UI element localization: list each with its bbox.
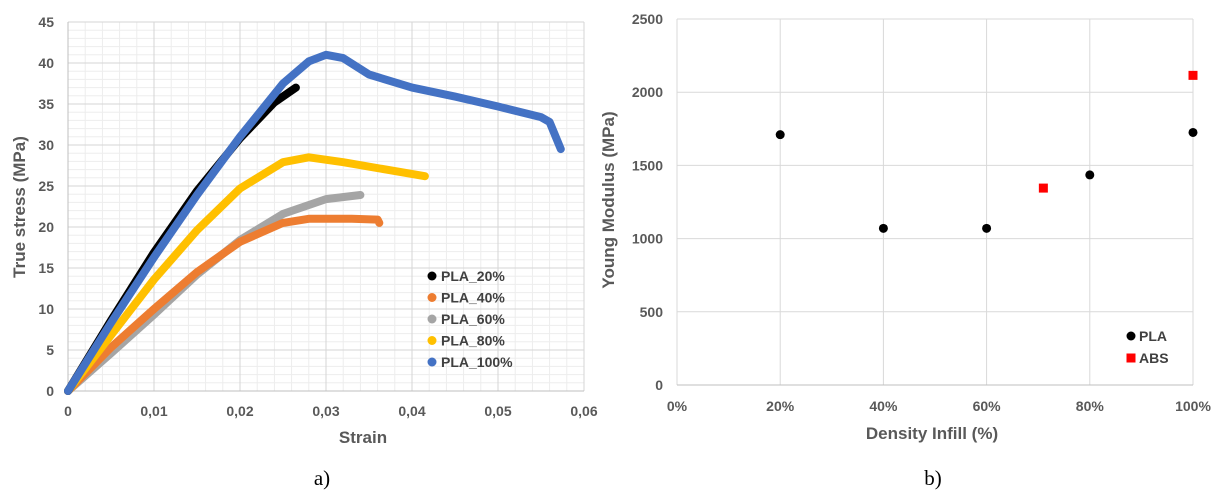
legend-marker <box>1126 331 1136 341</box>
x-tick-label: 0 <box>64 403 72 419</box>
y-axis-title: Young Modulus (MPa) <box>599 111 618 288</box>
series-line-pla_80 <box>64 153 429 395</box>
series-group <box>64 50 565 395</box>
legend-label: PLA <box>1139 328 1167 344</box>
x-tick-label: 0,05 <box>484 403 511 419</box>
panel-label: b) <box>924 466 942 490</box>
legend-marker <box>427 271 437 281</box>
y-axis-title: True stress (MPa) <box>10 136 29 278</box>
y-tick-label: 45 <box>38 14 54 30</box>
y-tick-label: 15 <box>38 260 54 276</box>
y-tick-labels: 0 500 1000 1500 2000 2500 <box>632 11 663 393</box>
stress-strain-chart: 0 5 10 15 20 25 30 35 40 45 0 0,01 0,02 0,03 0,04 0,05… <box>10 14 598 490</box>
y-tick-label: 0 <box>655 377 663 393</box>
y-tick-label: 2000 <box>632 84 663 100</box>
y-tick-label: 1500 <box>632 157 663 173</box>
y-tick-label: 35 <box>38 96 54 112</box>
data-point-pla <box>982 223 992 233</box>
x-tick-label: 0% <box>667 398 688 414</box>
grid <box>67 21 585 392</box>
data-point-pla <box>878 223 888 233</box>
data-point-pla <box>1188 127 1198 137</box>
y-tick-label: 30 <box>38 137 54 153</box>
y-tick-label: 5 <box>46 342 54 358</box>
grid <box>676 18 1194 386</box>
x-tick-labels: 0% 20% 40% 60% 80% 100% <box>667 398 1212 414</box>
series-group <box>775 70 1198 233</box>
y-tick-labels: 0 5 10 15 20 25 30 35 40 45 <box>38 14 54 399</box>
x-axis-title: Strain <box>339 428 387 447</box>
y-tick-label: 500 <box>640 304 664 320</box>
y-tick-label: 25 <box>38 178 54 194</box>
data-point-abs <box>1038 183 1048 193</box>
x-tick-label: 0,03 <box>312 403 339 419</box>
data-point-abs <box>1188 70 1198 80</box>
x-tick-label: 20% <box>766 398 795 414</box>
series-line-pla_40 <box>64 214 384 395</box>
x-tick-label: 0,01 <box>140 403 167 419</box>
panel-label: a) <box>314 466 330 490</box>
legend-label: ABS <box>1139 350 1169 366</box>
legend-marker <box>427 357 437 367</box>
x-tick-label: 80% <box>1076 398 1105 414</box>
y-tick-label: 40 <box>38 55 54 71</box>
plot-frame <box>67 22 584 392</box>
legend-marker <box>427 336 437 345</box>
y-tick-label: 20 <box>38 219 54 235</box>
x-tick-label: 40% <box>869 398 898 414</box>
legend-label: PLA_60% <box>441 311 505 327</box>
x-tick-label: 0,06 <box>570 403 597 419</box>
data-point-pla <box>1085 170 1095 180</box>
legend-marker <box>1126 353 1136 363</box>
x-tick-labels: 0 0,01 0,02 0,03 0,04 0,05 0,06 <box>64 403 598 419</box>
y-tick-label: 0 <box>46 383 54 399</box>
legend: PLA_20% PLA_40% PLA_60% PLA_80% PLA_100% <box>427 268 513 370</box>
x-tick-label: 60% <box>973 398 1002 414</box>
x-tick-label: 0,04 <box>398 403 425 419</box>
y-tick-label: 10 <box>38 301 54 317</box>
series-line-pla_100 <box>64 50 565 395</box>
legend: PLA ABS <box>1126 328 1169 366</box>
data-point-pla <box>775 130 785 140</box>
legend-label: PLA_100% <box>441 354 513 370</box>
legend-label: PLA_80% <box>441 333 505 349</box>
x-axis-title: Density Infill (%) <box>866 424 998 443</box>
legend-marker <box>427 293 437 302</box>
y-tick-label: 2500 <box>632 11 663 27</box>
y-tick-label: 1000 <box>632 231 663 247</box>
x-tick-label: 0,02 <box>226 403 253 419</box>
x-tick-label: 100% <box>1175 398 1211 414</box>
legend-marker <box>427 314 437 324</box>
legend-label: PLA_40% <box>441 290 505 306</box>
legend-label: PLA_20% <box>441 268 505 284</box>
